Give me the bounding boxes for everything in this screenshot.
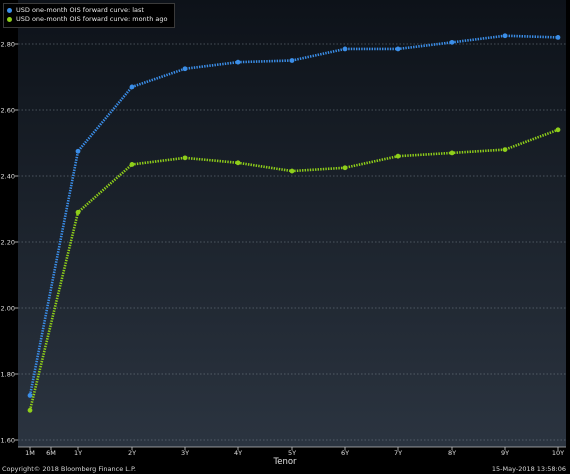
y-tick-label: 2.00 bbox=[1, 305, 15, 313]
data-point-last-9Y bbox=[502, 33, 508, 39]
data-point-month-ago-10Y bbox=[555, 127, 561, 133]
legend-item-last: USD one-month OIS forward curve: last bbox=[7, 6, 168, 15]
data-point-last-4Y bbox=[235, 59, 241, 65]
data-point-last-6Y bbox=[342, 46, 348, 52]
x-axis-title: Tenor bbox=[273, 457, 297, 467]
x-tick-label: 3Y bbox=[181, 449, 189, 457]
data-point-month-ago-5Y bbox=[289, 168, 295, 174]
data-point-month-ago-6Y bbox=[342, 165, 348, 171]
data-point-last-1M bbox=[27, 393, 33, 398]
data-point-last-7Y bbox=[395, 46, 401, 52]
data-point-last-8Y bbox=[449, 39, 455, 45]
y-tick-label: 2.40 bbox=[1, 173, 15, 181]
data-point-last-10Y bbox=[555, 35, 561, 40]
data-point-month-ago-9Y bbox=[502, 147, 508, 153]
data-point-last-2Y bbox=[129, 84, 135, 90]
y-tick-label: 2.20 bbox=[1, 239, 15, 247]
data-point-last-5Y bbox=[289, 58, 295, 63]
x-tick-label: 4Y bbox=[234, 449, 242, 457]
x-tick-label: 5Y bbox=[288, 449, 296, 457]
data-point-month-ago-2Y bbox=[129, 162, 135, 167]
y-tick-label: 1.80 bbox=[1, 371, 15, 379]
x-tick-label: 8Y bbox=[448, 449, 456, 457]
x-tick-label: 1Y bbox=[74, 449, 82, 457]
copyright-text: Copyright© 2018 Bloomberg Finance L.P. bbox=[2, 465, 136, 473]
plot-background bbox=[18, 0, 566, 447]
data-point-month-ago-3Y bbox=[182, 155, 188, 161]
data-point-month-ago-8Y bbox=[449, 150, 455, 156]
legend-marker-last bbox=[7, 8, 12, 13]
x-tick-label: 6Y bbox=[341, 449, 349, 457]
data-point-last-3Y bbox=[182, 66, 188, 72]
timestamp-text: 15-May-2018 13:58:06 bbox=[491, 465, 566, 473]
x-tick-label: 10Y bbox=[552, 449, 564, 457]
data-point-last-1Y bbox=[75, 148, 81, 154]
x-tick-label: 9Y bbox=[501, 449, 509, 457]
data-point-month-ago-4Y bbox=[235, 160, 241, 166]
legend-label-last: USD one-month OIS forward curve: last bbox=[16, 6, 144, 14]
data-point-month-ago-1Y bbox=[75, 209, 81, 215]
legend-label-month-ago: USD one-month OIS forward curve: month a… bbox=[16, 15, 168, 23]
legend-item-month-ago: USD one-month OIS forward curve: month a… bbox=[7, 15, 168, 24]
y-tick-label: 1.60 bbox=[1, 437, 15, 445]
footer: Copyright© 2018 Bloomberg Finance L.P. 1… bbox=[0, 464, 570, 474]
x-tick-label: 2Y bbox=[128, 449, 136, 457]
legend-marker-month-ago bbox=[7, 17, 12, 22]
y-tick-label: 2.60 bbox=[1, 107, 15, 115]
data-point-month-ago-7Y bbox=[395, 153, 401, 159]
data-point-month-ago-1M bbox=[27, 407, 33, 413]
x-tick-label: 6M bbox=[46, 449, 56, 457]
x-tick-label: 1M bbox=[25, 449, 35, 457]
x-tick-label: 7Y bbox=[394, 449, 402, 457]
legend: USD one-month OIS forward curve: last US… bbox=[3, 3, 175, 28]
y-tick-label: 2.80 bbox=[1, 41, 15, 49]
series-line-last bbox=[28, 34, 559, 396]
